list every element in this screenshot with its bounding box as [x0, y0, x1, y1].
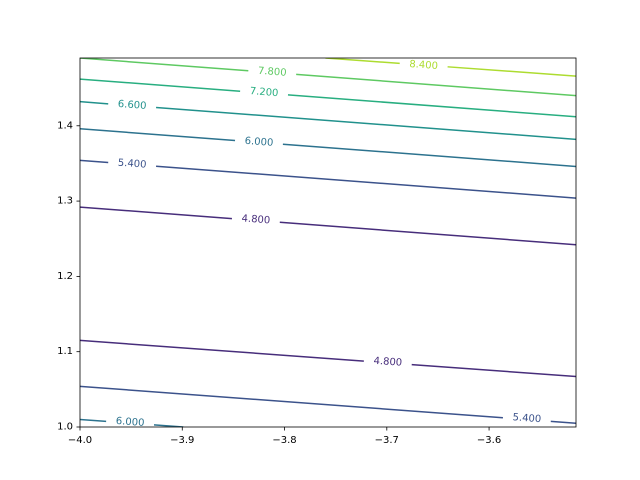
contour-4-800-line-1-a [80, 206, 232, 220]
contour-7-800-line-1-b [296, 73, 576, 97]
x-tick-label: −3.7 [375, 435, 399, 446]
y-tick-label: 1.2 [57, 271, 73, 282]
x-tick-label: −3.9 [170, 435, 194, 446]
contour-7-800-line-1-a [80, 58, 249, 72]
contour-5-400-line-2-a [80, 385, 503, 419]
y-tick-label: 1.0 [57, 422, 73, 433]
contour-label-5-400-2: 5.400 [512, 412, 541, 425]
plot-area-frame [79, 57, 577, 428]
contour-7-200-line-1-a [80, 78, 241, 92]
contour-8-400-line-1-b [447, 66, 576, 77]
contour-6-000-line-1-b [282, 143, 576, 168]
contour-labels: 4.800 4.800 5.400 5.400 6.000 6.000 6.600 7.200… [115, 59, 541, 429]
contour-4-800-line-1-b [279, 221, 576, 246]
y-tick-label: 1.4 [57, 120, 73, 131]
x-tick-label: −4.0 [68, 435, 92, 446]
contour-label-6-000-2: 6.000 [115, 416, 144, 429]
contour-6-000-line-2-a [80, 418, 107, 423]
contour-label-7-800-1: 7.800 [258, 66, 287, 79]
contour-4-800-line-2-b [411, 363, 576, 378]
contour-6-600-line-1-a [80, 100, 109, 105]
contour-4-800-line-2-a [80, 339, 364, 362]
contour-label-7-200-1: 7.200 [249, 86, 278, 99]
x-tick-label: −3.8 [272, 435, 296, 446]
contour-label-4-800-1: 4.800 [241, 213, 270, 226]
contour-label-6-000-1: 6.000 [244, 136, 273, 149]
contour-label-8-400-1: 8.400 [409, 59, 438, 72]
y-tick-label: 1.1 [57, 346, 73, 357]
contour-label-5-400-1: 5.400 [117, 158, 146, 171]
contour-label-6-600-1: 6.600 [117, 99, 146, 112]
contour-7-200-line-1-b [287, 94, 576, 118]
contour-5-400-line-2-b [550, 420, 576, 424]
contour-6-600-line-1-b [156, 106, 576, 141]
y-axis: 1.0 1.1 1.2 1.3 1.4 [57, 120, 80, 433]
x-axis: −4.0 −3.9 −3.8 −3.7 −3.6 [68, 427, 501, 446]
x-tick-label: −3.6 [477, 435, 501, 446]
contour-5-400-line-1-b [156, 165, 576, 199]
contour-6-000-line-1-a [80, 128, 236, 142]
contour-8-400-line-1-a [325, 58, 400, 65]
y-tick-label: 1.3 [57, 196, 73, 207]
contour-5-400-line-1-a [80, 159, 109, 164]
contour-label-4-800-2: 4.800 [373, 356, 402, 369]
contour-lines [80, 58, 576, 427]
